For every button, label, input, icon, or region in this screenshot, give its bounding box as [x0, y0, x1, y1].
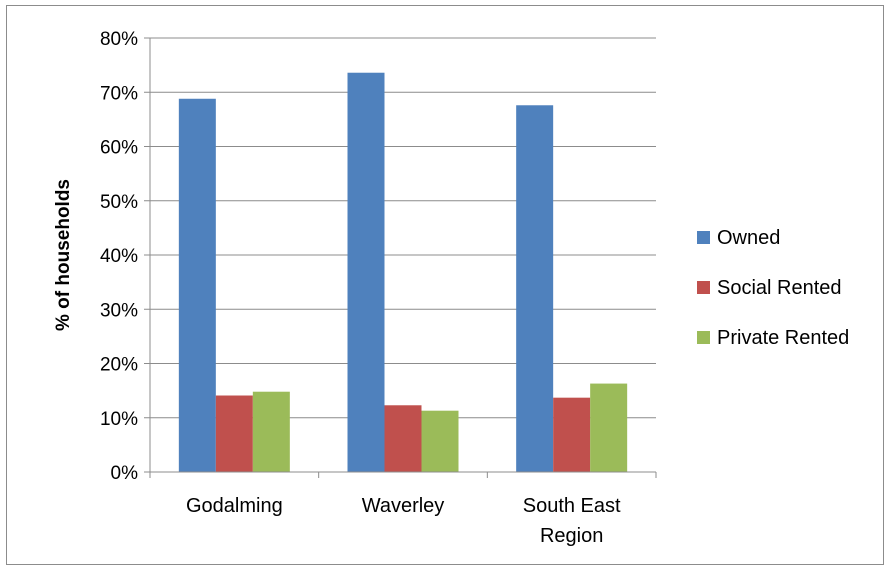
bar-social-rented — [553, 397, 591, 472]
bar-private-rented — [421, 410, 459, 472]
bar-private-rented — [252, 391, 290, 472]
legend-swatch — [697, 281, 710, 294]
bar-chart: 0% 10% 20% 30% 40% 50% 60% 70% 80% Godalming Waver… — [53, 29, 849, 547]
y-tick-label: 40% — [100, 246, 138, 267]
bar-owned — [516, 105, 554, 473]
legend-label: Social Rented — [717, 277, 842, 299]
y-tick-label: 20% — [100, 355, 138, 376]
legend-label: Private Rented — [717, 327, 849, 349]
bar-social-rented — [384, 405, 422, 472]
legend-swatch — [697, 231, 710, 244]
x-category-label: Region — [540, 525, 603, 547]
bar-owned — [347, 72, 385, 472]
x-category-label: South East — [523, 495, 621, 517]
bar-social-rented — [215, 395, 253, 472]
y-tick-label: 30% — [100, 300, 138, 321]
x-category-label: Waverley — [362, 495, 445, 517]
y-tick-label: 80% — [100, 29, 138, 50]
y-tick-label: 50% — [100, 192, 138, 213]
chart-frame: 0% 10% 20% 30% 40% 50% 60% 70% 80% Godalming Waver… — [6, 5, 884, 565]
y-tick-label: 10% — [100, 409, 138, 430]
y-tick-label: 70% — [100, 83, 138, 104]
x-category-label: Godalming — [186, 495, 283, 517]
y-tick-label: 0% — [111, 463, 139, 484]
legend-label: Owned — [717, 227, 780, 249]
bar-owned — [178, 98, 216, 472]
bar-private-rented — [590, 383, 628, 472]
legend-swatch — [697, 331, 710, 344]
y-axis-title: % of households — [53, 179, 74, 331]
y-tick-label: 60% — [100, 138, 138, 159]
